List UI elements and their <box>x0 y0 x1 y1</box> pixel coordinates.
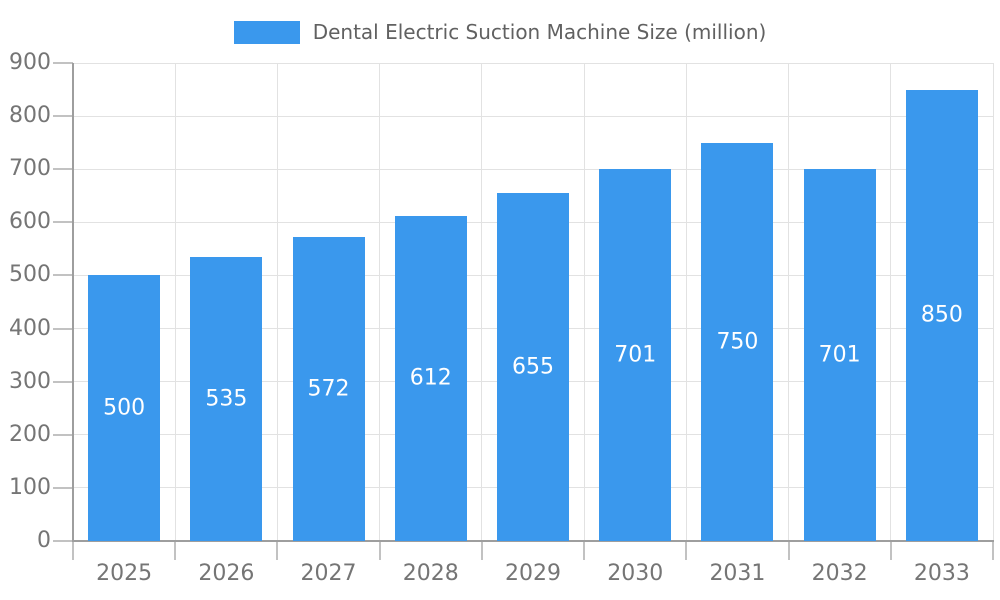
gridline-vertical <box>788 63 790 541</box>
bar-2033[interactable] <box>905 89 978 541</box>
y-axis-label: 300 <box>9 368 51 394</box>
x-axis-tick <box>992 541 994 560</box>
bar-2030[interactable] <box>599 168 672 541</box>
bar-2027[interactable] <box>292 237 365 541</box>
legend-swatch <box>233 20 300 44</box>
bar-2025[interactable] <box>88 275 161 541</box>
gridline-vertical <box>174 63 176 541</box>
bar-value-label: 701 <box>614 342 657 368</box>
y-axis-label: 100 <box>9 474 51 500</box>
y-axis-tick <box>53 168 73 171</box>
x-axis-tick <box>480 541 483 560</box>
gridline-vertical <box>276 63 278 541</box>
x-axis-label: 2030 <box>607 561 664 586</box>
gridline-vertical <box>685 63 687 541</box>
x-axis-line <box>72 540 994 542</box>
bar-value-label: 655 <box>512 354 554 380</box>
y-axis-tick <box>53 115 73 118</box>
y-axis-label: 700 <box>9 156 51 182</box>
x-axis-label: 2032 <box>811 561 868 586</box>
y-axis-label: 500 <box>9 262 51 288</box>
x-axis-label: 2029 <box>505 561 561 586</box>
bar-value-label: 850 <box>920 302 963 328</box>
x-axis-tick <box>583 541 586 560</box>
x-axis-tick <box>276 541 279 560</box>
y-axis-label: 400 <box>9 315 51 341</box>
gridline-horizontal <box>73 62 993 64</box>
gridline-horizontal <box>73 115 993 117</box>
gridline-vertical <box>992 63 994 541</box>
x-axis-tick <box>889 541 892 560</box>
y-axis-label: 0 <box>37 528 51 553</box>
bar-2026[interactable] <box>190 256 263 541</box>
gridline-horizontal <box>73 168 993 170</box>
y-axis-label: 600 <box>9 209 51 235</box>
x-axis-label: 2028 <box>402 561 459 586</box>
x-axis-tick <box>787 541 790 560</box>
bar-value-label: 750 <box>716 329 759 355</box>
gridline-vertical <box>481 63 483 541</box>
bar-value-label: 701 <box>818 342 861 368</box>
legend-label: Dental Electric Suction Machine Size (mi… <box>312 20 767 44</box>
gridline-vertical <box>583 63 585 541</box>
x-axis-tick <box>685 541 688 560</box>
y-axis-tick <box>53 433 73 436</box>
bar-value-label: 572 <box>307 376 350 402</box>
bar-value-label: 500 <box>103 395 146 421</box>
gridline-vertical <box>379 63 381 541</box>
bar-2031[interactable] <box>701 142 774 541</box>
x-axis-label: 2031 <box>709 561 766 586</box>
x-axis-label: 2027 <box>300 561 357 586</box>
x-axis-label: 2033 <box>913 561 970 586</box>
y-axis-tick <box>53 274 73 277</box>
y-axis-tick <box>53 486 73 489</box>
x-axis-tick <box>72 541 74 560</box>
y-axis-label: 800 <box>9 103 51 129</box>
y-axis-tick <box>53 380 73 383</box>
bar-value-label: 612 <box>409 365 452 391</box>
bar-value-label: 535 <box>205 386 248 412</box>
bar-2032[interactable] <box>803 168 876 541</box>
gridline-vertical <box>890 63 892 541</box>
x-axis-tick <box>174 541 177 560</box>
y-axis-label: 200 <box>9 421 51 447</box>
y-axis-tick <box>53 327 73 330</box>
x-axis-label: 2025 <box>96 561 153 586</box>
y-axis-tick <box>53 62 73 64</box>
x-axis-label: 2026 <box>198 561 255 586</box>
y-axis-label: 900 <box>9 50 51 75</box>
bar-2028[interactable] <box>394 215 467 541</box>
chart-legend[interactable]: Dental Electric Suction Machine Size (mi… <box>0 20 1000 44</box>
y-axis-tick <box>53 540 73 542</box>
y-axis-tick <box>53 221 73 224</box>
bar-2029[interactable] <box>497 193 569 541</box>
y-axis-line <box>72 63 74 541</box>
x-axis-tick <box>378 541 381 560</box>
